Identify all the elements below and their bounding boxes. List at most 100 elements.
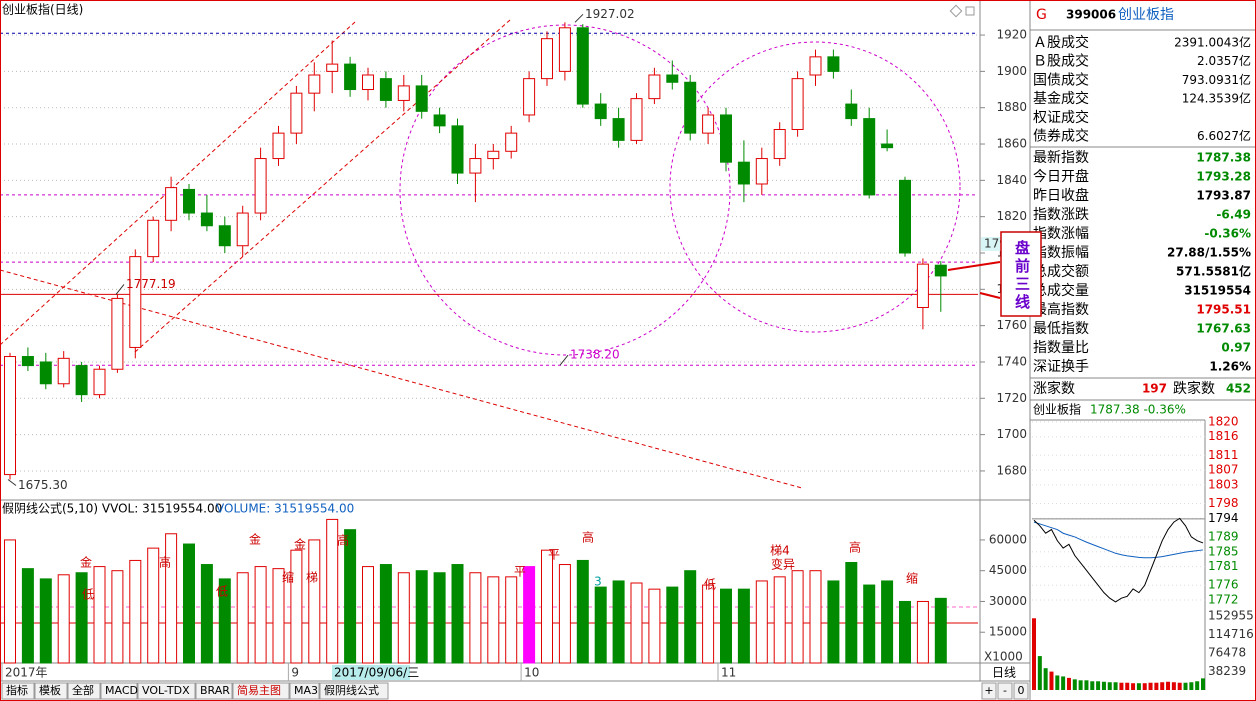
price-line <box>1033 517 1204 603</box>
row-label: 昨日收盘 <box>1033 187 1089 204</box>
row-value: 1793.87 <box>1196 189 1251 203</box>
zoom-button[interactable] <box>981 682 997 700</box>
volume-bar <box>755 580 768 664</box>
volume-bar <box>379 564 392 664</box>
zoom-button[interactable] <box>1013 682 1029 700</box>
candle-body <box>541 38 553 80</box>
y-tick-label: 1772 <box>1208 593 1239 607</box>
average-line <box>1033 521 1204 559</box>
zoom-button-label[interactable]: - <box>1003 684 1007 697</box>
row-label: 债券成交 <box>1033 128 1089 145</box>
toolbar-tab-label[interactable]: MACD <box>105 684 138 697</box>
volume-bar <box>845 561 858 664</box>
candle-body <box>21 356 34 367</box>
volume-bar <box>290 549 303 664</box>
toolbar-tab-label[interactable]: 模板 <box>39 683 61 697</box>
toolbar-tab-label[interactable]: 假阴线公式 <box>324 683 379 697</box>
candle-body <box>344 63 357 91</box>
toolbar-tab[interactable] <box>137 682 196 700</box>
row-label: 指数涨幅 <box>1033 226 1089 242</box>
y-tick-label: 1700 <box>996 427 1027 441</box>
row-label: 最低指数 <box>1033 321 1089 337</box>
mini-volume-bar <box>1072 679 1077 690</box>
mini-volume-bar <box>1195 681 1200 690</box>
row-value: 793.0931亿 <box>1182 72 1251 87</box>
volume-bar <box>558 564 571 664</box>
row-value: 571.5581亿 <box>1176 264 1251 279</box>
toolbar-tab[interactable] <box>34 682 68 700</box>
marker-label: 1738.20 <box>570 348 620 362</box>
volume-bar <box>451 564 464 664</box>
candle-body <box>773 128 786 160</box>
marker-label: 1927.02 <box>585 7 635 21</box>
row-label: 指数量比 <box>1033 340 1089 356</box>
cursor-label: 2017/09/06/三 <box>334 666 419 680</box>
toolbar-tab[interactable] <box>232 682 290 700</box>
candle-body <box>39 361 52 385</box>
candle-body <box>594 103 607 120</box>
toolbar-tab[interactable] <box>67 682 101 700</box>
mini-volume-bar <box>1107 682 1112 690</box>
toolbar-tab-label[interactable]: MA3 <box>294 684 318 697</box>
trend-line <box>0 269 803 489</box>
volume-bar <box>236 572 249 664</box>
volume-bar <box>630 582 643 664</box>
icon[interactable] <box>965 6 975 16</box>
volume-bar <box>75 572 88 664</box>
candle-body <box>218 225 231 247</box>
volume-bar <box>272 568 285 664</box>
volume-bar <box>57 574 70 664</box>
volume-annotation: 缩 <box>906 571 918 586</box>
row-value: 0.97 <box>1221 341 1251 355</box>
x-tick-label: 10 <box>524 666 539 680</box>
mini-subtitle: 1787.38 -0.36% <box>1090 403 1186 417</box>
row-value: 31519554 <box>1184 284 1251 298</box>
toolbar-tab[interactable] <box>195 682 233 700</box>
volume-bar <box>415 570 428 664</box>
volume-bar <box>4 539 16 664</box>
candle-body <box>290 92 303 134</box>
mini-volume-bar <box>1032 618 1036 690</box>
zoom-button[interactable] <box>997 682 1013 700</box>
mini-volume-bar <box>1125 682 1130 690</box>
mini-volume-bar <box>1084 680 1089 690</box>
volume-annotation: 平 <box>514 565 526 579</box>
candle-body <box>916 263 929 308</box>
row-label: Ｂ股成交 <box>1033 53 1089 70</box>
toolbar-tab-label[interactable]: BRAR <box>200 684 230 697</box>
row-value: 1.26% <box>1209 360 1251 374</box>
volume-bar <box>863 584 876 664</box>
volume-bar <box>93 566 106 664</box>
y-tick-label: 60000 <box>989 532 1027 546</box>
period-label[interactable]: 日线 <box>992 666 1016 680</box>
zoom-button-label[interactable]: + <box>984 684 993 697</box>
candle-body <box>827 56 840 72</box>
toolbar-tab-label[interactable]: 指标 <box>6 683 28 697</box>
marker-arrow <box>574 13 584 23</box>
y-tick-label: 1811 <box>1208 448 1239 462</box>
zoom-button-label[interactable]: 0 <box>1018 684 1025 697</box>
volume-bar <box>881 580 894 664</box>
volume-bar <box>469 572 482 664</box>
toolbar-tab-label[interactable]: 简易主图 <box>237 683 281 697</box>
volume-annotation: 梯4 <box>770 544 790 558</box>
row-label: 权证成交 <box>1033 109 1089 126</box>
candle-body <box>93 368 106 396</box>
toolbar-tab[interactable] <box>289 682 320 700</box>
name: 创业板指 <box>1118 7 1174 23</box>
toolbar-tab[interactable] <box>319 682 389 700</box>
toolbar-tab[interactable] <box>1 682 35 700</box>
candle-body <box>415 85 428 112</box>
mini-volume-bar <box>1154 682 1159 690</box>
mini-volume-bar <box>1160 682 1165 690</box>
candle-body <box>881 143 894 149</box>
trend-line <box>0 21 356 346</box>
y-tick-label: 1798 <box>1208 496 1239 510</box>
toolbar-tab-label[interactable]: VOL-TDX <box>142 684 190 697</box>
mini-volume-bar <box>1049 671 1054 690</box>
toolbar-tab[interactable] <box>100 682 138 700</box>
icon[interactable] <box>949 4 963 18</box>
toolbar-tab-label[interactable]: 全部 <box>72 683 94 697</box>
